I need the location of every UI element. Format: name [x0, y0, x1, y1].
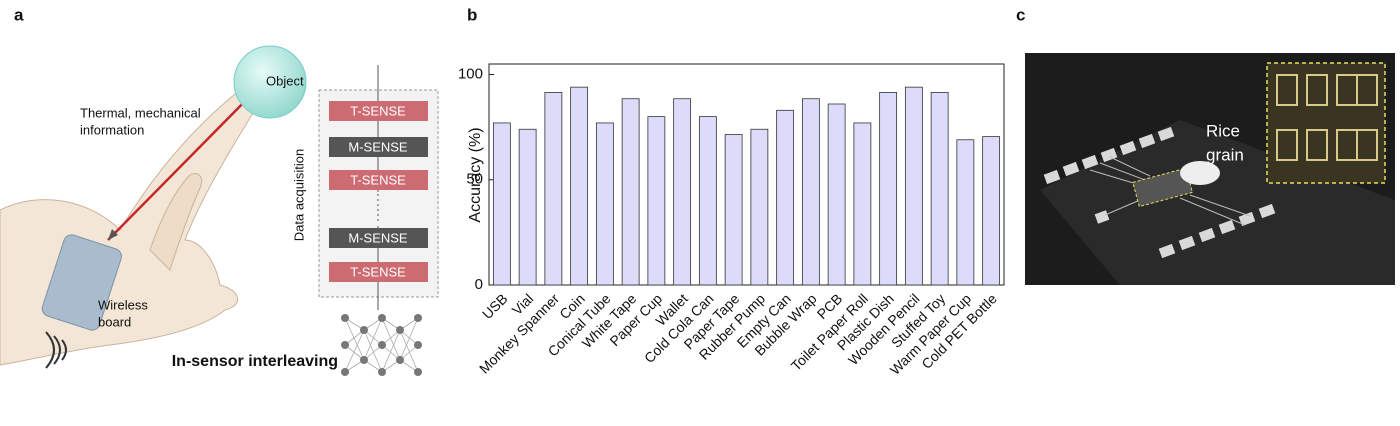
- y-tick-label: 50: [466, 171, 483, 188]
- sense-box: [329, 101, 428, 121]
- net-node: [396, 356, 404, 364]
- x-tick-label: USB: [479, 290, 511, 322]
- bar: [982, 136, 1001, 286]
- sense-box: [329, 228, 428, 248]
- info-label: Thermal, mechanical: [80, 105, 201, 120]
- net-edge: [399, 317, 419, 361]
- bar: [776, 109, 795, 286]
- net-node: [378, 368, 386, 376]
- sense-label: M-SENSE: [348, 139, 408, 154]
- annotation: grain: [1206, 145, 1244, 164]
- y-tick-label: 0: [475, 276, 483, 293]
- caption: In-sensor interleaving: [172, 353, 338, 370]
- bar: [492, 122, 511, 286]
- net-node: [341, 368, 349, 376]
- bar: [621, 98, 640, 286]
- bar: [673, 98, 692, 286]
- net-node: [378, 314, 386, 322]
- panel-label: c: [1016, 5, 1025, 24]
- bar: [647, 116, 666, 286]
- bar: [544, 92, 563, 286]
- sense-label: T-SENSE: [350, 103, 406, 118]
- device-photo: [1025, 53, 1395, 285]
- net-node: [414, 341, 422, 349]
- bar: [879, 92, 898, 286]
- net-node: [341, 341, 349, 349]
- bar: [956, 139, 975, 286]
- board-label: board: [98, 314, 131, 329]
- net-node: [378, 341, 386, 349]
- net-node: [360, 356, 368, 364]
- net-edge: [363, 329, 383, 373]
- plot-frame: [488, 63, 1005, 286]
- bar: [801, 98, 820, 286]
- net-edge: [399, 329, 419, 373]
- net-node: [414, 368, 422, 376]
- bar: [518, 128, 537, 286]
- bar: [724, 134, 743, 286]
- bar: [750, 128, 769, 286]
- net-edge: [344, 329, 365, 346]
- bar: [930, 92, 949, 286]
- object-label: Object: [266, 73, 304, 88]
- board-label: Wireless: [98, 297, 148, 312]
- bar: [698, 116, 717, 286]
- net-node: [341, 314, 349, 322]
- net-edge: [381, 317, 401, 361]
- object-sphere: [233, 45, 307, 119]
- y-axis-label: Accuracy (%): [467, 127, 484, 222]
- annotation: Rice: [1206, 121, 1240, 140]
- net-edge: [344, 344, 365, 361]
- bar: [904, 86, 923, 286]
- net-edge: [344, 317, 365, 361]
- net-edge: [381, 329, 401, 373]
- sense-box: [329, 262, 428, 282]
- hand-illustration: [0, 84, 263, 369]
- sense-box: [329, 170, 428, 190]
- bar: [570, 86, 589, 286]
- sense-label: M-SENSE: [348, 230, 408, 245]
- sense-label: T-SENSE: [350, 172, 406, 187]
- info-label: information: [80, 122, 144, 137]
- net-edge: [363, 317, 383, 361]
- bar: [595, 122, 614, 286]
- panel-label: b: [467, 5, 477, 24]
- y-tick-label: 100: [458, 65, 483, 82]
- net-node: [396, 326, 404, 334]
- net-edge: [344, 329, 365, 373]
- net-node: [360, 326, 368, 334]
- acquisition-label: Data acquisition: [291, 149, 306, 242]
- sense-box: [329, 137, 428, 157]
- neural-network: [341, 314, 422, 376]
- sense-label: T-SENSE: [350, 264, 406, 279]
- bar: [853, 122, 872, 286]
- panel-label: a: [14, 5, 24, 24]
- bar: [827, 103, 846, 286]
- net-node: [414, 314, 422, 322]
